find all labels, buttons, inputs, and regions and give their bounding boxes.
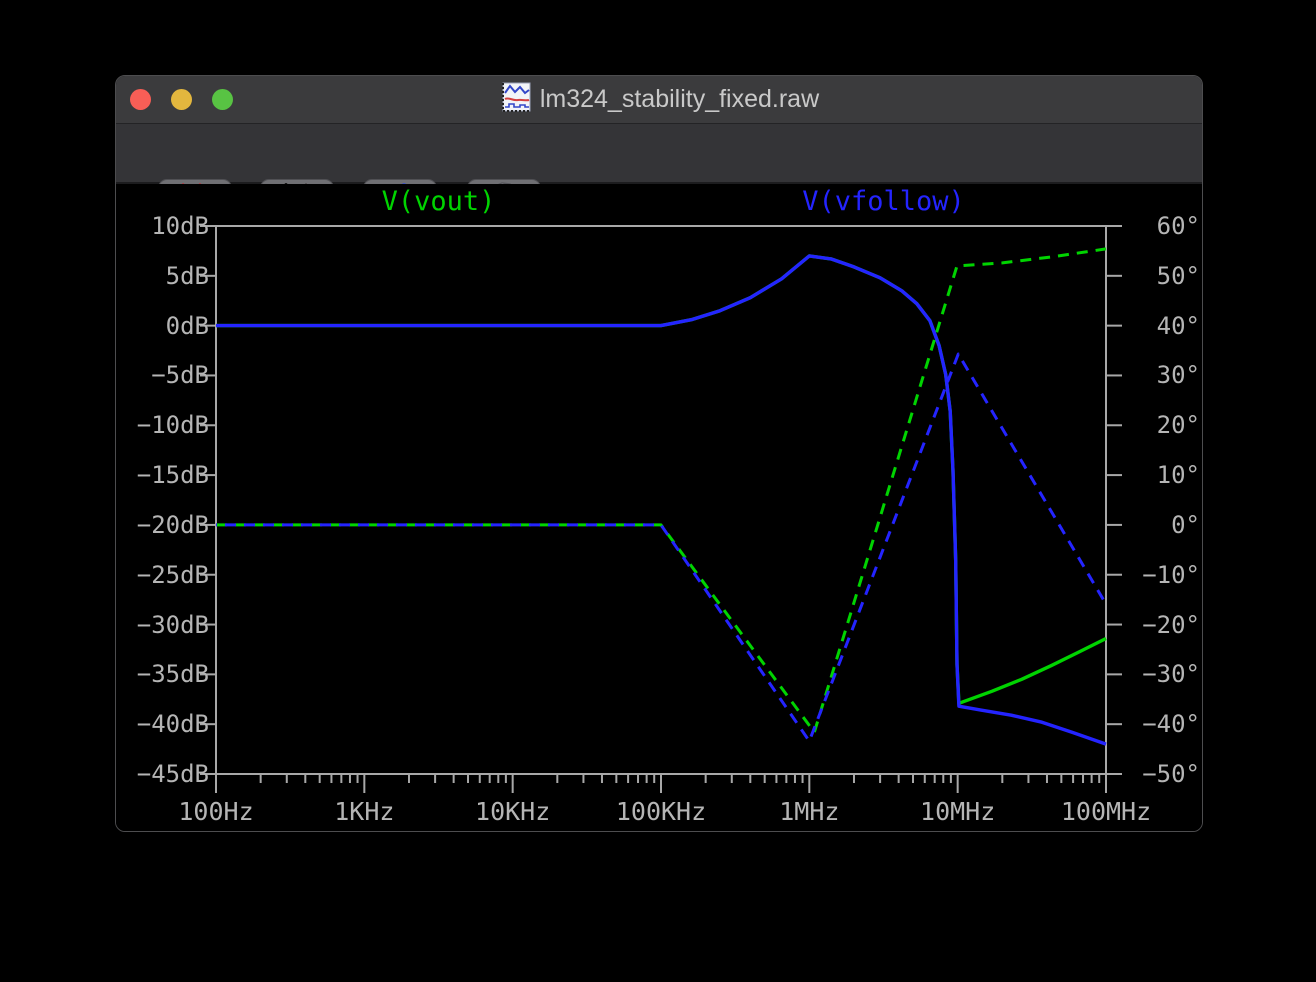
x-tick-label: 10MHz (920, 797, 996, 826)
window-title: lm324_stability_fixed.raw (539, 85, 820, 113)
plot-frame (215, 225, 1107, 775)
plot-canvas[interactable] (116, 76, 1203, 832)
trace-v-vfollow-magnitude (216, 254, 1107, 746)
y-left-tick-label: 0dB (165, 311, 209, 340)
y-right-tick-label: −50° (1142, 760, 1200, 788)
y-left-tick-label: −45dB (136, 760, 209, 788)
y-left-tick-label: −25dB (136, 560, 209, 589)
trace-v-vfollow-phase (216, 352, 1108, 743)
close-button[interactable] (130, 89, 151, 110)
y-right-tick-label: 60° (1156, 212, 1200, 240)
waveform-viewer-window: lm324_stability_fixed.raw (115, 75, 1203, 832)
x-tick-label: 1MHz (779, 797, 840, 826)
y-right-tick-label: 30° (1156, 361, 1200, 390)
x-tick-label: 100MHz (1060, 797, 1152, 826)
y-right-tick-label: −10° (1142, 560, 1200, 589)
y-left-tick-label: −40dB (136, 710, 209, 739)
y-left-tick-label: −35dB (136, 660, 209, 689)
y-right-tick-label: 20° (1156, 411, 1200, 440)
y-right-tick-label: 40° (1156, 311, 1200, 340)
zoom-window-button[interactable] (212, 89, 233, 110)
x-tick-label: 100Hz (178, 797, 254, 826)
y-left-tick-label: −10dB (136, 411, 209, 440)
titlebar[interactable]: lm324_stability_fixed.raw (116, 76, 1202, 124)
x-tick-label: 1KHz (334, 797, 395, 826)
y-left-tick-label: 5dB (165, 261, 209, 290)
y-right-tick-label: 0° (1171, 510, 1200, 539)
y-left-tick-label: −20dB (136, 510, 209, 539)
trace-v-vout-magnitude (216, 254, 1107, 705)
y-right-tick-label: −20° (1142, 610, 1200, 639)
y-left-tick-label: 10dB (151, 212, 209, 240)
y-left-tick-label: −15dB (136, 461, 209, 490)
trace-v-vout-phase (216, 247, 1107, 734)
legend-v-vout-[interactable]: V(vout) (381, 186, 496, 217)
y-left-tick-label: −5dB (151, 361, 209, 390)
x-tick-label: 100KHz (615, 797, 707, 826)
y-right-tick-label: 10° (1156, 461, 1200, 490)
y-right-tick-label: −30° (1142, 660, 1200, 689)
plot-region[interactable]: 10dB 5dB 0dB −5dB −10dB −15dB −20dB −25dB −30dB −… (116, 184, 1202, 831)
legend-v-vfollow-[interactable]: V(vfollow) (802, 186, 965, 217)
y-right-tick-label: −40° (1142, 710, 1200, 739)
y-left-tick-label: −30dB (136, 610, 209, 639)
minimize-button[interactable] (171, 89, 192, 110)
y-right-tick-label: 50° (1156, 261, 1200, 290)
x-tick-label: 10KHz (475, 797, 551, 826)
waveform-document-icon (499, 82, 531, 118)
